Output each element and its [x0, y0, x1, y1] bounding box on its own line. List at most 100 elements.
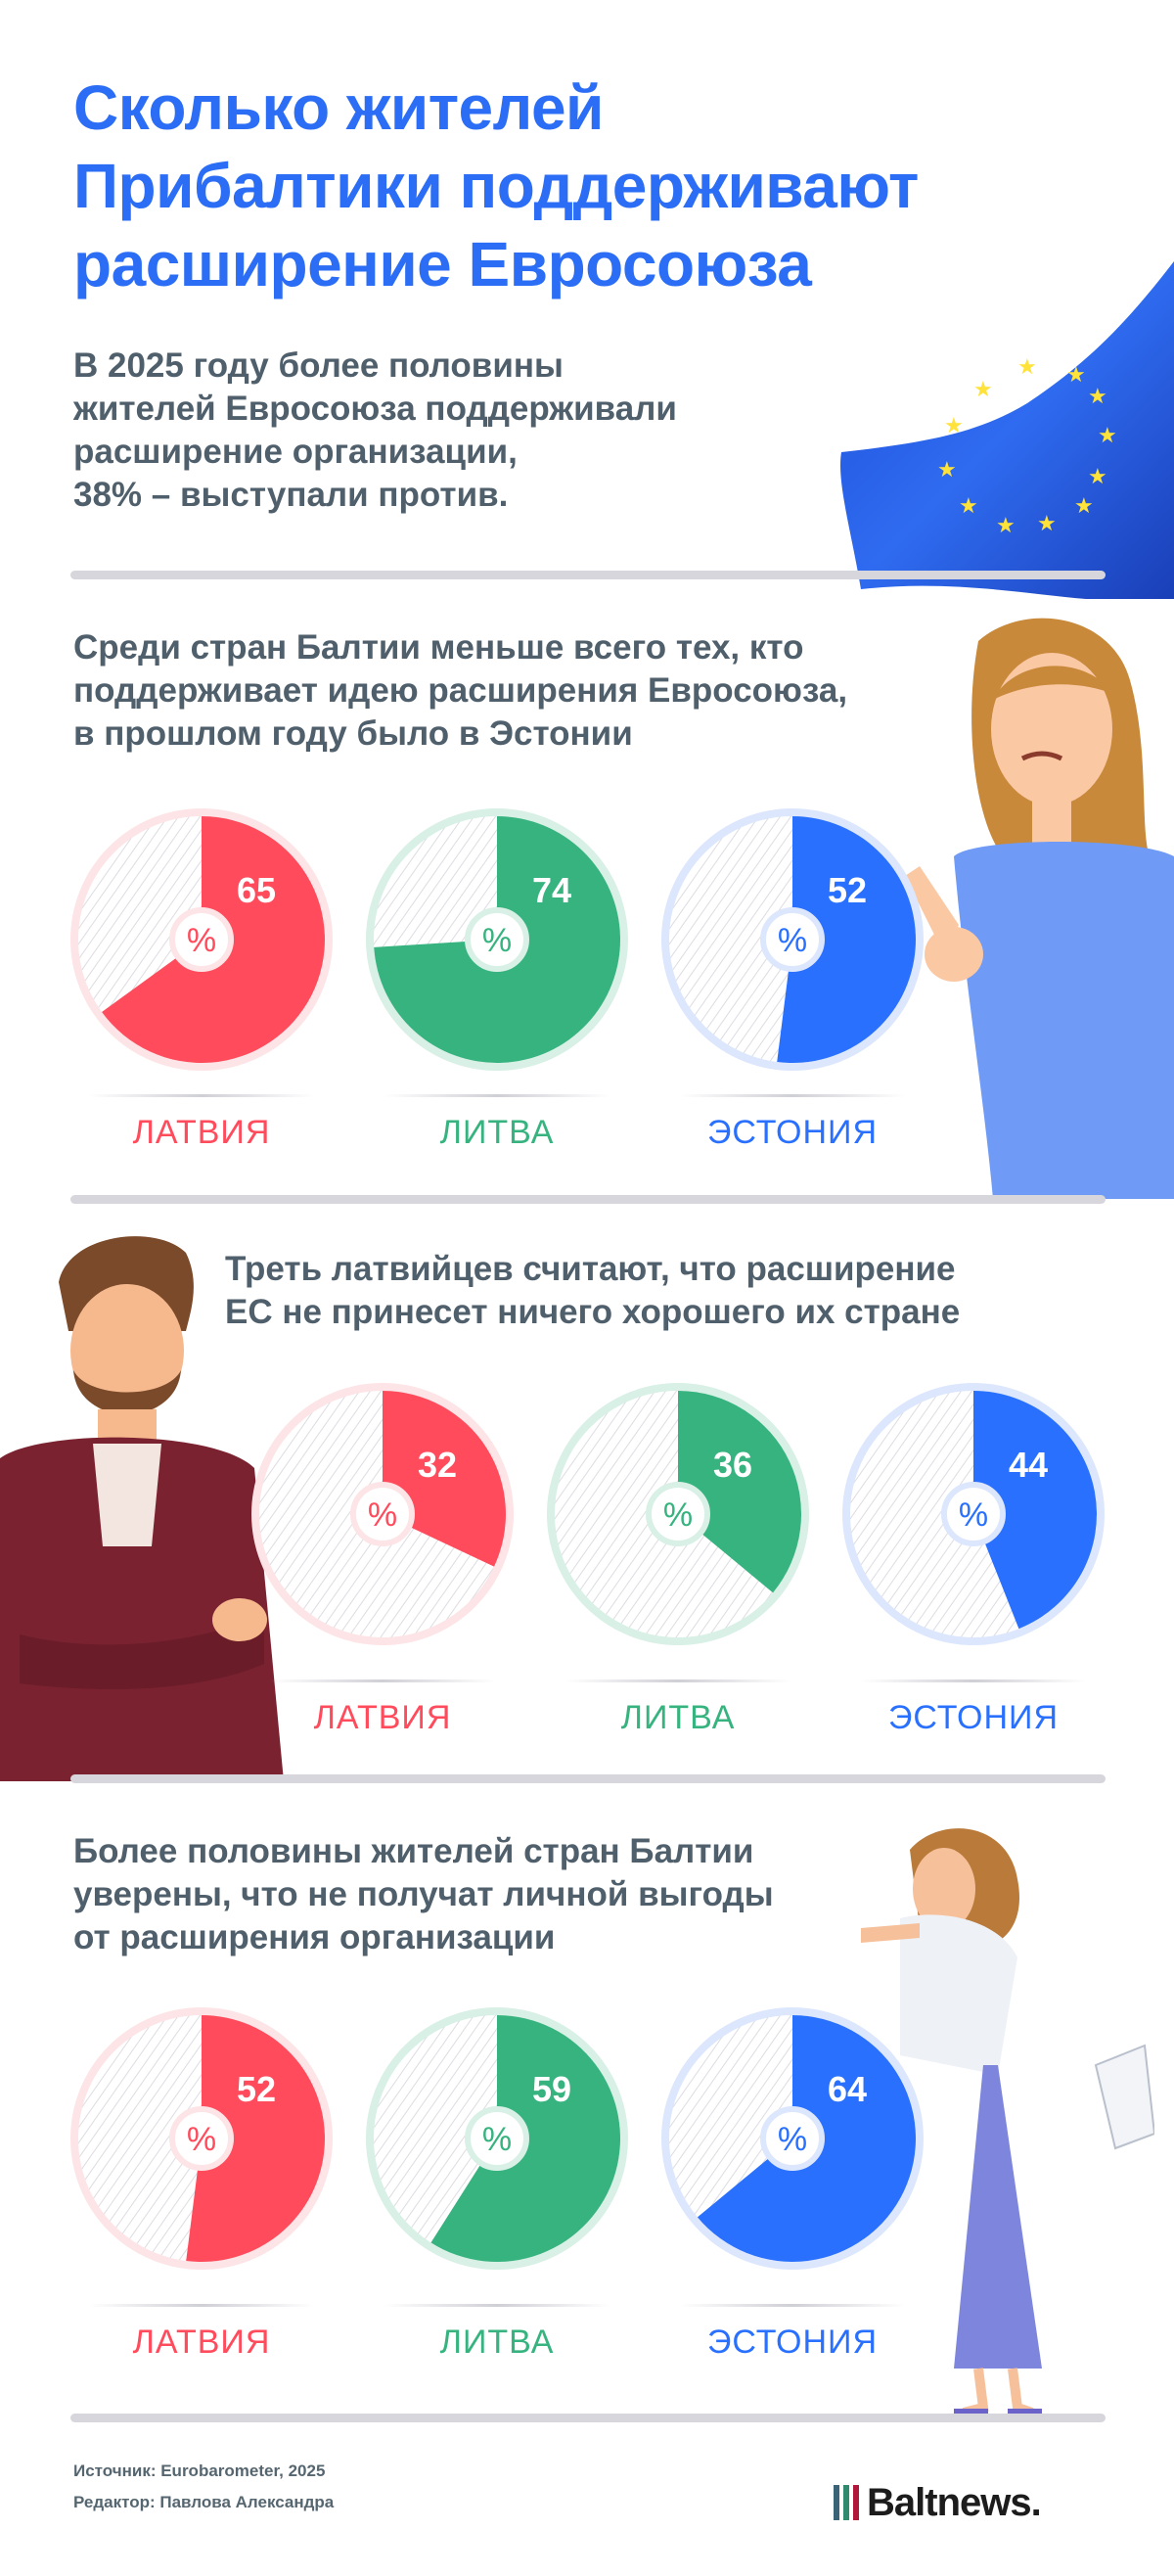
percent-sign: % — [482, 2121, 512, 2158]
percent-sign: % — [778, 922, 807, 959]
label-underline — [89, 2304, 314, 2307]
country-label: ЭСТОНИЯ — [887, 1699, 1060, 1736]
pie-hub — [350, 1482, 415, 1546]
pie-slice — [777, 816, 916, 1063]
data-label: 64 — [828, 2069, 867, 2109]
angry-woman-illustration — [905, 618, 1174, 1199]
lead-line: расширение организации, — [73, 433, 518, 471]
source-note: Источник: Eurobarometer, 2025 — [73, 2461, 326, 2480]
svg-text:★: ★ — [1017, 354, 1037, 379]
section-2-heading: Треть латвийцев считают, что расширение … — [225, 1248, 960, 1334]
label-underline — [861, 1679, 1086, 1682]
country-label: ЛАТВИЯ — [313, 1699, 452, 1736]
data-label: 74 — [532, 870, 571, 910]
svg-text:★: ★ — [937, 457, 957, 482]
pie-estonia: % 52 — [661, 808, 924, 1071]
flag-stars: ★★★ ★★★ ★★★ ★★★ — [937, 354, 1117, 537]
label-underline — [680, 1094, 905, 1097]
page-title: Сколько жителей Прибалтики поддерживают … — [73, 69, 1101, 303]
percent-sign: % — [482, 922, 512, 959]
svg-text:★: ★ — [1088, 464, 1107, 488]
title-line: Прибалтики поддерживают — [73, 151, 919, 221]
lead-line: 38% – выступали против. — [73, 476, 509, 514]
heading-line: в прошлом году было в Эстонии — [73, 714, 633, 753]
pie-latvia: % 52 — [70, 2007, 333, 2270]
pie-hub — [465, 2106, 529, 2171]
pie-hub — [646, 1482, 710, 1546]
editor-note: Редактор: Павлова Александра — [73, 2493, 335, 2511]
heading-line: Среди стран Балтии меньше всего тех, кто — [73, 628, 804, 667]
pie-lithuania: % 36 — [547, 1383, 809, 1645]
data-label: 52 — [828, 870, 867, 910]
country-label: ЛАТВИЯ — [132, 1114, 271, 1151]
divider — [70, 2414, 1106, 2422]
data-label: 65 — [237, 870, 276, 910]
shouting-woman-illustration — [861, 1828, 1154, 2417]
divider — [70, 1195, 1106, 1204]
logo-text: Baltnews. — [867, 2480, 1042, 2524]
country-label: ЛАТВИЯ — [132, 2323, 271, 2361]
divider — [70, 1774, 1106, 1783]
pie-hub — [169, 907, 234, 972]
heading-line: Более половины жителей стран Балтии — [73, 1832, 754, 1870]
baltnews-logo[interactable]: Baltnews. — [834, 2481, 1042, 2524]
title-line: Сколько жителей — [73, 72, 604, 143]
lead-line: В 2025 году более половины — [73, 346, 564, 385]
svg-text:★: ★ — [959, 493, 978, 518]
pie-latvia: % 65 — [70, 808, 333, 1071]
pie-slice — [186, 2015, 325, 2262]
data-label: 32 — [418, 1445, 457, 1485]
label-underline — [384, 2304, 610, 2307]
label-underline — [565, 1679, 790, 1682]
logo-bar-icon — [853, 2485, 859, 2520]
percent-sign: % — [187, 2121, 216, 2158]
pie-estonia: % 44 — [842, 1383, 1105, 1645]
svg-text:★: ★ — [1074, 493, 1094, 518]
pie-lithuania: % 74 — [366, 808, 628, 1071]
data-label: 36 — [713, 1445, 752, 1485]
percent-sign: % — [368, 1496, 397, 1534]
percent-sign: % — [778, 2121, 807, 2158]
svg-text:★: ★ — [944, 413, 964, 437]
logo-bar-icon — [843, 2485, 849, 2520]
label-underline — [384, 1094, 610, 1097]
svg-text:★: ★ — [1098, 423, 1117, 447]
label-underline — [89, 1094, 314, 1097]
logo-bar-icon — [834, 2485, 839, 2520]
svg-text:★: ★ — [1066, 362, 1086, 387]
data-label: 59 — [532, 2069, 571, 2109]
svg-text:★: ★ — [1037, 511, 1057, 535]
lead-line: жителей Евросоюза поддерживали — [73, 390, 677, 428]
label-underline — [680, 2304, 905, 2307]
country-label: ЛИТВА — [439, 1114, 555, 1151]
data-label: 44 — [1009, 1445, 1048, 1485]
svg-text:★: ★ — [973, 377, 993, 401]
pie-hub — [169, 2106, 234, 2171]
pie-latvia: % 32 — [251, 1383, 514, 1645]
title-line: расширение Евросоюза — [73, 229, 812, 299]
divider — [70, 571, 1106, 579]
data-label: 52 — [237, 2069, 276, 2109]
pie-hub — [941, 1482, 1006, 1546]
country-label: ЭСТОНИЯ — [706, 2323, 879, 2361]
pie-estonia: % 64 — [661, 2007, 924, 2270]
pie-slice — [678, 1391, 801, 1593]
svg-text:★: ★ — [1088, 384, 1107, 408]
pie-slice — [973, 1391, 1097, 1630]
heading-line: Треть латвийцев считают, что расширение — [225, 1250, 956, 1288]
section-3-heading: Более половины жителей стран Балтии увер… — [73, 1830, 774, 1959]
svg-text:★: ★ — [996, 513, 1016, 537]
country-label: ЭСТОНИЯ — [706, 1114, 879, 1151]
pie-lithuania: % 59 — [366, 2007, 628, 2270]
pie-hub — [760, 2106, 825, 2171]
heading-line: ЕС не принесет ничего хорошего их стране — [225, 1293, 961, 1331]
pie-hub — [760, 907, 825, 972]
label-underline — [270, 1679, 495, 1682]
percent-sign: % — [663, 1496, 693, 1534]
heading-line: от расширения организации — [73, 1918, 556, 1956]
country-label: ЛИТВА — [439, 2323, 555, 2361]
heading-line: поддерживает идею расширения Евросоюза, — [73, 671, 848, 710]
percent-sign: % — [959, 1496, 988, 1534]
lead-text: В 2025 году более половины жителей Еврос… — [73, 345, 677, 517]
country-label: ЛИТВА — [620, 1699, 736, 1736]
